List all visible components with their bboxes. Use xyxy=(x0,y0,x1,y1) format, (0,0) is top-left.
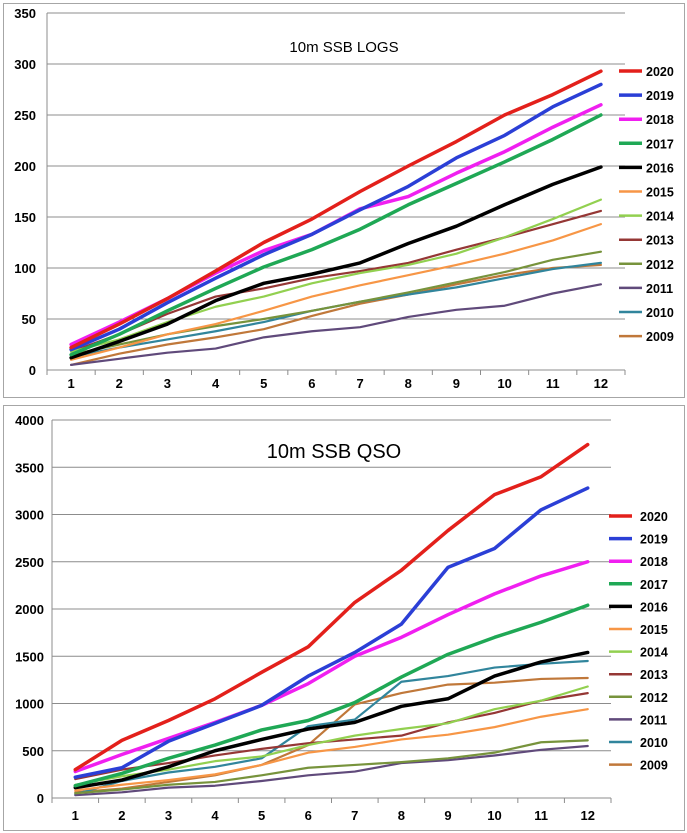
legend-label-2013: 2013 xyxy=(646,234,674,248)
y-tick-label: 2000 xyxy=(15,602,44,617)
y-tick-label: 300 xyxy=(14,57,36,72)
series-line-2012 xyxy=(74,739,589,795)
x-tick-label: 11 xyxy=(534,808,548,823)
series-line-2009 xyxy=(69,263,603,366)
y-tick-label: 250 xyxy=(14,108,36,123)
y-tick-label: 100 xyxy=(14,261,36,276)
legend-label-2016: 2016 xyxy=(646,161,674,175)
legend-label-2014: 2014 xyxy=(640,646,668,660)
x-tick-label: 4 xyxy=(212,376,220,391)
x-tick-label: 12 xyxy=(594,376,608,391)
x-tick-label: 6 xyxy=(305,808,312,823)
y-tick-label: 500 xyxy=(22,744,44,759)
x-tick-label: 9 xyxy=(453,376,460,391)
legend-label-2009: 2009 xyxy=(646,330,674,344)
legend-label-2011: 2011 xyxy=(640,713,667,727)
series-line-2017 xyxy=(69,113,603,357)
x-tick-label: 12 xyxy=(580,808,594,823)
x-tick-label: 8 xyxy=(405,376,412,391)
series-line-2016 xyxy=(73,650,590,790)
y-tick-label: 2500 xyxy=(15,555,44,570)
y-tick-label: 4000 xyxy=(15,413,44,428)
x-tick-label: 8 xyxy=(398,808,405,823)
y-tick-label: 0 xyxy=(29,363,36,378)
legend-label-2010: 2010 xyxy=(646,306,674,320)
x-tick-label: 1 xyxy=(72,808,79,823)
y-tick-label: 1000 xyxy=(15,697,44,712)
x-tick-label: 10 xyxy=(497,376,511,391)
series-line-2019 xyxy=(73,486,590,779)
legend-label-2018: 2018 xyxy=(640,555,668,569)
x-tick-label: 7 xyxy=(351,808,358,823)
series-line-2017 xyxy=(73,603,590,788)
series-line-2016 xyxy=(69,165,603,360)
x-tick-label: 3 xyxy=(165,808,172,823)
series-line-2010 xyxy=(74,659,589,796)
y-tick-label: 150 xyxy=(14,210,36,225)
x-tick-label: 2 xyxy=(116,376,123,391)
legend-label-2015: 2015 xyxy=(640,623,668,637)
x-tick-label: 11 xyxy=(546,376,560,391)
chart-title: 10m SSB LOGS xyxy=(289,39,398,56)
legend-label-2020: 2020 xyxy=(640,510,668,524)
y-tick-label: 3500 xyxy=(15,460,44,475)
x-tick-label: 7 xyxy=(356,376,363,391)
x-tick-label: 5 xyxy=(260,376,267,391)
legend-label-2012: 2012 xyxy=(640,691,668,705)
y-tick-label: 3000 xyxy=(15,508,44,523)
y-tick-label: 50 xyxy=(22,312,36,327)
series-line-2019 xyxy=(69,82,603,352)
series-line-2015 xyxy=(74,708,589,792)
x-tick-label: 9 xyxy=(444,808,451,823)
x-tick-label: 5 xyxy=(258,808,265,823)
x-tick-label: 2 xyxy=(118,808,125,823)
legend-label-2019: 2019 xyxy=(640,533,668,547)
qso-chart-panel: 0 500 1000 1500 2000 2500 3000 3500 4000 1 2 3 4 5 6 7 8… xyxy=(3,405,685,831)
y-tick-label: 0 xyxy=(37,791,44,806)
x-tick-label: 3 xyxy=(164,376,171,391)
legend-label-2017: 2017 xyxy=(646,137,674,151)
chart-title: 10m SSB QSO xyxy=(267,441,402,463)
logs-chart-panel: 0 50 100 150 200 250 300 350 1 2 3 4 5 6 7 8 9 10 11 12 10m … xyxy=(3,3,685,398)
series-line-2011 xyxy=(74,744,589,797)
y-tick-label: 350 xyxy=(14,6,36,21)
legend-label-2013: 2013 xyxy=(640,668,668,682)
legend-label-2010: 2010 xyxy=(640,736,668,750)
legend-label-2009: 2009 xyxy=(640,759,668,773)
legend-label-2014: 2014 xyxy=(646,210,674,224)
y-tick-label: 1500 xyxy=(15,649,44,664)
series-line-2020 xyxy=(73,442,590,772)
x-tick-label: 4 xyxy=(211,808,219,823)
series-line-2014 xyxy=(69,198,603,353)
series-line-2015 xyxy=(69,223,603,361)
y-tick-label: 200 xyxy=(14,159,36,174)
series-line-2020 xyxy=(69,69,603,350)
x-tick-label: 6 xyxy=(308,376,315,391)
legend-label-2019: 2019 xyxy=(646,89,674,103)
series-line-2011 xyxy=(69,283,603,366)
legend-label-2017: 2017 xyxy=(640,578,668,592)
x-tick-label: 10 xyxy=(487,808,501,823)
series-line-2018 xyxy=(73,560,590,774)
x-tick-label: 1 xyxy=(67,376,74,391)
legend-label-2012: 2012 xyxy=(646,258,674,272)
legend-label-2016: 2016 xyxy=(640,600,668,614)
legend-label-2018: 2018 xyxy=(646,113,674,127)
legend-label-2015: 2015 xyxy=(646,186,674,200)
legend-label-2020: 2020 xyxy=(646,65,674,79)
legend-label-2011: 2011 xyxy=(646,282,673,296)
